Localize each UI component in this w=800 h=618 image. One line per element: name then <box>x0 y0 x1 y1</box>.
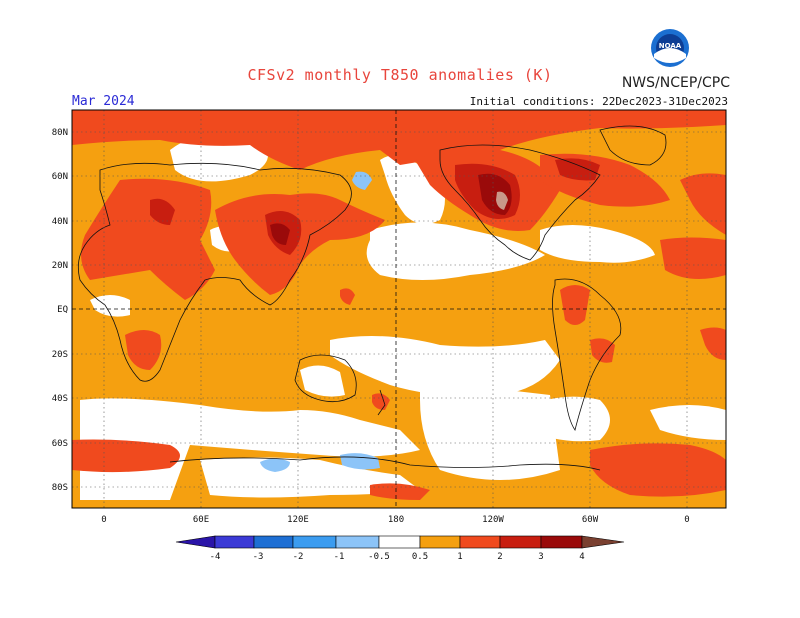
svg-text:NOAA: NOAA <box>659 42 682 50</box>
lon-label: 60W <box>582 515 599 525</box>
colorbar-low-arrow <box>175 535 216 549</box>
lat-label: 40S <box>52 394 68 404</box>
colorbar-swatch <box>335 535 380 549</box>
colorbar-swatch <box>253 535 294 549</box>
new-zealand-coast <box>377 389 386 416</box>
antarctica-coast <box>169 456 601 471</box>
eurasia-africa-coast <box>77 162 352 382</box>
colorbar-swatch <box>292 535 337 549</box>
lat-label: 20N <box>52 261 68 271</box>
neutral-regions <box>80 112 726 500</box>
north-america-coast <box>439 144 601 261</box>
colorbar-tick: 2 <box>497 552 502 562</box>
lon-label: 180 <box>388 515 404 525</box>
initial-conditions-label: Initial conditions: 22Dec2023-31Dec2023 <box>469 95 728 108</box>
colorbar-swatch <box>459 535 501 549</box>
colorbar-tick: 1 <box>457 552 462 562</box>
anomaly-field <box>72 110 726 508</box>
map-title: CFSv2 monthly T850 anomalies (K) <box>247 66 553 84</box>
warm-1-2-regions <box>72 110 726 500</box>
colorbar-tick: -3 <box>253 552 264 562</box>
warm-gt4-regions <box>496 191 508 210</box>
valid-month-label: Mar 2024 <box>72 94 135 109</box>
lon-label: 60E <box>193 515 209 525</box>
noaa-logo-icon: NOAA <box>651 29 689 67</box>
colorbar-tick: -4 <box>210 552 221 562</box>
coastlines <box>77 125 667 471</box>
lon-label: 120W <box>482 515 504 525</box>
map-frame <box>71 109 727 509</box>
lat-label: 20S <box>52 350 68 360</box>
colorbar-swatch <box>214 535 255 549</box>
colorbar-high-arrow <box>581 535 625 549</box>
greenland-coast <box>599 125 667 166</box>
australia-coast <box>294 354 357 403</box>
lat-label: 60S <box>52 439 68 449</box>
colorbar-swatch <box>419 535 461 549</box>
agency-label: NWS/NCEP/CPC <box>621 75 730 91</box>
colorbar-tick: -0.5 <box>368 552 390 562</box>
lat-label: 60N <box>52 172 68 182</box>
colorbar-tick: -1 <box>334 552 345 562</box>
lon-label: 120E <box>287 515 309 525</box>
colorbar-tick: 3 <box>538 552 543 562</box>
colorbar-tick: 4 <box>579 552 584 562</box>
lat-label: 80S <box>52 483 68 493</box>
colorbar-swatch <box>499 535 542 549</box>
colorbar-tick: -2 <box>293 552 304 562</box>
lon-axis: 0 60E 120E 180 120W 60W 0 <box>101 515 689 525</box>
colorbar-swatch <box>540 535 583 549</box>
lat-label: 80N <box>52 128 68 138</box>
colorbar-tick: 0.5 <box>412 552 428 562</box>
lat-axis: 80N 60N 40N 20N EQ 20S 40S 60S 80S <box>52 128 68 493</box>
lat-label: EQ <box>57 305 68 315</box>
south-america-coast <box>552 278 622 431</box>
colorbar-swatch <box>378 535 421 549</box>
lon-label: 0 <box>101 515 106 525</box>
lon-label: 0 <box>684 515 689 525</box>
lat-label: 40N <box>52 217 68 227</box>
colorbar: -4 -3 -2 -1 -0.5 0.5 1 2 3 4 <box>175 535 625 562</box>
